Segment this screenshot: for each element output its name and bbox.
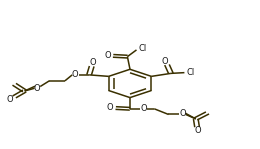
Text: O: O xyxy=(89,58,96,67)
Text: O: O xyxy=(180,110,186,118)
Text: O: O xyxy=(161,57,168,66)
Text: O: O xyxy=(104,51,111,60)
Text: O: O xyxy=(72,70,78,79)
Text: O: O xyxy=(194,126,201,135)
Text: O: O xyxy=(6,94,13,104)
Text: O: O xyxy=(33,84,40,93)
Text: Cl: Cl xyxy=(187,68,195,77)
Text: O: O xyxy=(107,103,113,112)
Text: O: O xyxy=(141,104,147,113)
Text: Cl: Cl xyxy=(139,44,147,53)
